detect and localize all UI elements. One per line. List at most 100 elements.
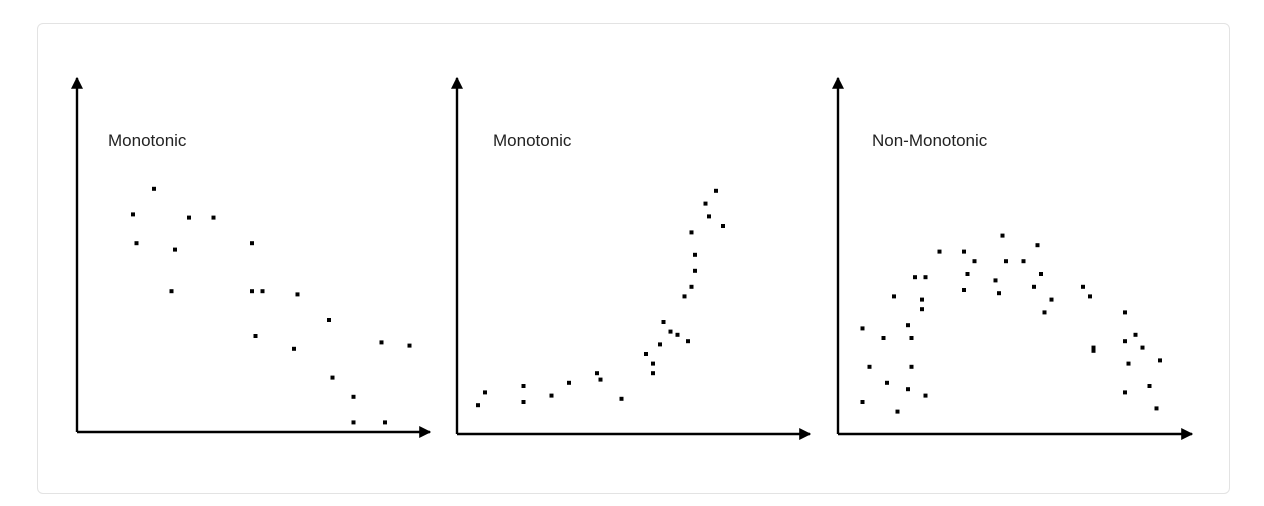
data-point (1158, 358, 1162, 363)
data-point (383, 420, 387, 425)
data-point (885, 380, 889, 385)
data-point (923, 275, 928, 280)
data-point (644, 352, 648, 356)
data-point (881, 336, 886, 340)
data-points (860, 233, 1162, 414)
data-point (965, 272, 970, 276)
data-point (1140, 345, 1145, 350)
data-point (549, 393, 554, 398)
data-point (923, 393, 928, 398)
data-point (1123, 310, 1127, 315)
data-point (521, 384, 526, 388)
data-point (152, 186, 156, 191)
data-point (134, 241, 139, 246)
data-point (668, 329, 673, 334)
data-point (250, 289, 254, 294)
data-point (330, 375, 335, 380)
data-point (351, 420, 356, 425)
data-point (867, 364, 872, 369)
data-point (682, 294, 687, 299)
data-point (860, 400, 865, 404)
data-point (1000, 233, 1005, 238)
data-point (1042, 310, 1047, 315)
chart-title: Non-Monotonic (872, 131, 988, 150)
data-point (661, 320, 666, 324)
data-point (595, 371, 599, 376)
data-point (937, 249, 942, 254)
data-point (521, 400, 526, 404)
data-point (993, 278, 998, 283)
data-point (1021, 259, 1026, 264)
data-point (909, 364, 914, 369)
data-point (619, 396, 624, 401)
data-point (1049, 297, 1054, 302)
data-points (131, 186, 412, 425)
data-point (173, 247, 177, 252)
data-point (1154, 406, 1159, 411)
data-point (253, 334, 258, 338)
data-point (1035, 243, 1040, 248)
chart-title: Monotonic (493, 131, 572, 150)
data-point (250, 241, 254, 246)
data-point (721, 224, 725, 228)
data-point (260, 289, 265, 294)
data-point (651, 371, 655, 376)
data-point (1039, 272, 1043, 276)
data-point (379, 340, 384, 345)
data-point (997, 291, 1001, 296)
data-point (327, 318, 331, 322)
data-point (909, 336, 914, 340)
data-point (1091, 348, 1096, 353)
data-point (707, 214, 711, 219)
data-point (892, 294, 896, 299)
data-point (211, 215, 216, 220)
chart-card (37, 23, 1230, 494)
data-point (598, 377, 603, 382)
data-point (693, 252, 697, 257)
data-point (703, 201, 708, 206)
data-points (476, 188, 725, 408)
data-point (1081, 284, 1085, 289)
data-point (906, 323, 910, 328)
data-point (962, 249, 966, 254)
data-point (651, 361, 655, 366)
data-point (693, 268, 697, 273)
data-point (1091, 345, 1096, 350)
data-point (351, 394, 356, 399)
data-point (906, 387, 910, 392)
data-point (292, 346, 296, 351)
data-point (689, 230, 694, 235)
data-point (1032, 284, 1036, 289)
data-point (407, 343, 412, 348)
data-point (169, 289, 174, 294)
data-point (686, 339, 690, 344)
data-point (920, 307, 924, 312)
data-point (131, 212, 135, 217)
data-point (658, 342, 662, 347)
data-point (972, 259, 977, 264)
data-point (1126, 361, 1131, 366)
scatter-panel: Monotonic (71, 76, 432, 438)
data-point (1133, 332, 1138, 337)
data-point (913, 275, 917, 280)
scatter-panel: Monotonic (451, 76, 812, 440)
data-point (567, 380, 571, 385)
data-point (483, 390, 487, 395)
data-point (1147, 384, 1152, 388)
data-point (675, 332, 680, 337)
data-point (1088, 294, 1092, 299)
data-point (476, 403, 480, 408)
data-point (689, 284, 694, 289)
data-point (895, 409, 900, 414)
data-point (1004, 259, 1008, 264)
data-point (920, 297, 924, 302)
data-point (187, 215, 191, 220)
scatter-panel: Non-Monotonic (832, 76, 1194, 440)
data-point (1123, 339, 1127, 344)
data-point (860, 326, 865, 331)
data-point (714, 188, 718, 193)
data-point (962, 288, 966, 292)
data-point (1123, 390, 1127, 395)
chart-title: Monotonic (108, 131, 187, 150)
